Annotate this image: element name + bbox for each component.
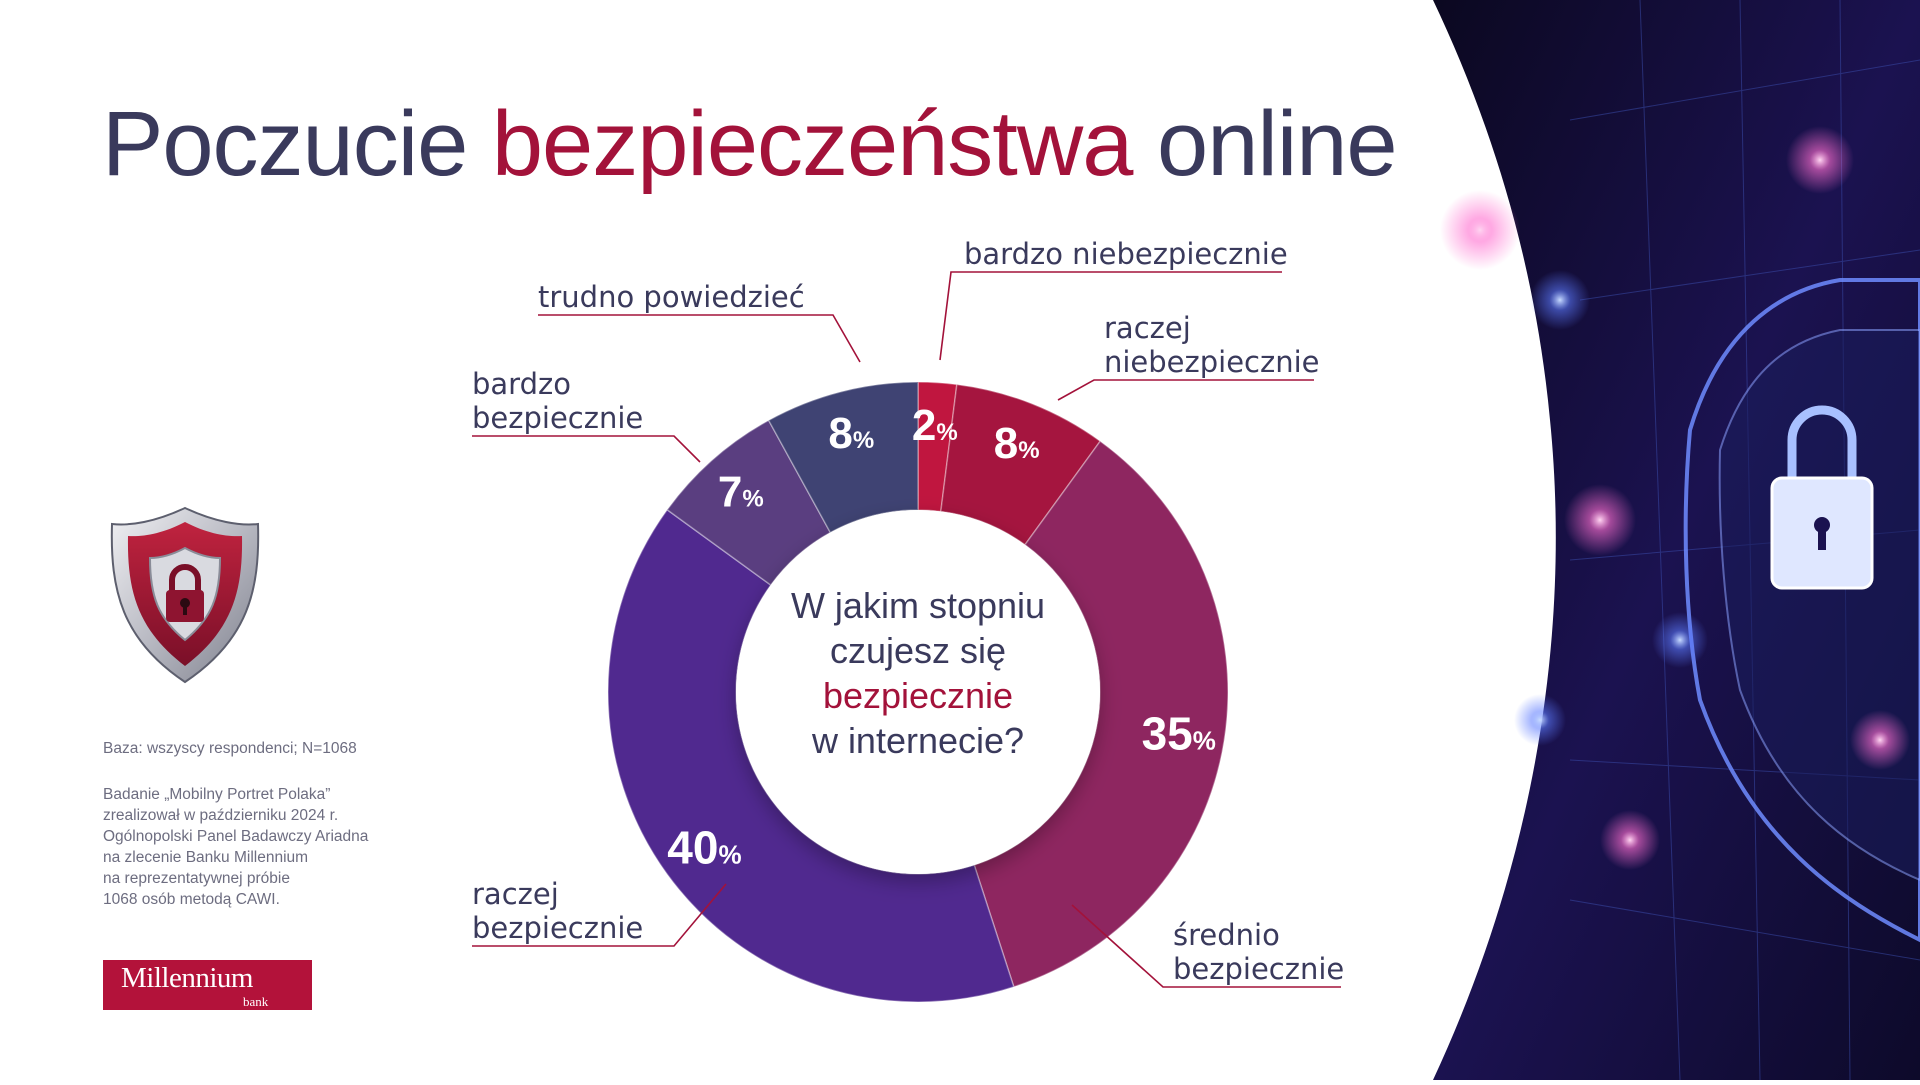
center-question-line1: W jakim stopniu — [791, 585, 1045, 626]
center-question-line3: bezpiecznie — [823, 675, 1013, 716]
category-label-srednio-bezpiecznie-2: bezpiecznie — [1173, 952, 1344, 986]
leader-trudno-powiedziec — [538, 314, 861, 363]
digital-shield-lock-icon — [1420, 0, 1920, 1081]
donut-segments — [607, 381, 1229, 1003]
percent-labels: 2% 8% 35% 40% 7% 8% — [667, 401, 1216, 873]
leader-raczej-bezpiecznie — [472, 883, 727, 947]
category-label-raczej-bezpiecznie-1: raczej — [472, 877, 559, 911]
note-study-line: na zlecenie Banku Millennium — [103, 849, 309, 866]
leader-bardzo-bezpiecznie — [472, 435, 701, 463]
millennium-logo: Millennium bank — [103, 960, 312, 1010]
category-label-bardzo-niebezpiecznie: bardzo niebezpiecznie — [964, 237, 1288, 271]
percent-label-bardzo-niebezpiecznie: 2% — [912, 401, 958, 450]
percent-label-raczej-bezpiecznie: 40% — [667, 821, 741, 873]
title-part2: online — [1132, 93, 1398, 195]
category-label-bardzo-bezpiecznie-1: bardzo — [472, 367, 571, 401]
page-title: Poczucie bezpieczeństwa online — [102, 92, 1398, 197]
note-study-line: Badanie „Mobilny Portret Polaka” — [103, 786, 331, 803]
category-label-raczej-niebezpiecznie-1: raczej — [1104, 311, 1191, 345]
category-label-bardzo-bezpiecznie-2: bezpiecznie — [472, 401, 643, 435]
leader-srednio-bezpiecznie — [1071, 904, 1341, 988]
percent-label-srednio-bezpiecznie: 35% — [1142, 707, 1216, 759]
category-label-trudno-powiedziec: trudno powiedzieć — [538, 280, 805, 314]
logo-name: Millennium — [121, 962, 253, 994]
donut-hole — [736, 510, 1100, 874]
center-question-line4: w internecie? — [811, 720, 1024, 761]
category-label-raczej-bezpiecznie-2: bezpiecznie — [472, 911, 643, 945]
category-label-raczej-niebezpiecznie-2: niebezpiecznie — [1104, 345, 1320, 379]
center-question-line2: czujesz się — [830, 630, 1006, 671]
note-study-line: zrealizował w październiku 2024 r. — [103, 807, 339, 824]
percent-label-trudno-powiedziec: 8% — [828, 409, 874, 458]
percent-label-bardzo-bezpiecznie: 7% — [718, 467, 764, 516]
percent-label-raczej-niebezpiecznie: 8% — [994, 419, 1040, 468]
note-base: Baza: wszyscy respondenci; N=1068 — [103, 740, 357, 757]
leader-bardzo-niebezpiecznie — [939, 271, 1282, 361]
title-accent: bezpieczeństwa — [491, 93, 1134, 195]
note-study-line: Ogólnopolski Panel Badawczy Ariadna — [103, 828, 369, 845]
note-study-line: na reprezentatywnej próbie — [103, 870, 290, 887]
category-label-srednio-bezpiecznie-1: średnio — [1173, 918, 1280, 952]
shield-lock-icon — [100, 500, 270, 690]
title-part1: Poczucie — [102, 93, 492, 195]
note-study-line: 1068 osób metodą CAWI. — [103, 891, 280, 908]
logo-sub: bank — [243, 994, 269, 1009]
leader-raczej-niebezpiecznie — [1057, 379, 1314, 401]
note-study: Badanie „Mobilny Portret Polaka” zrealiz… — [103, 784, 423, 910]
leader-lines — [472, 271, 1341, 988]
